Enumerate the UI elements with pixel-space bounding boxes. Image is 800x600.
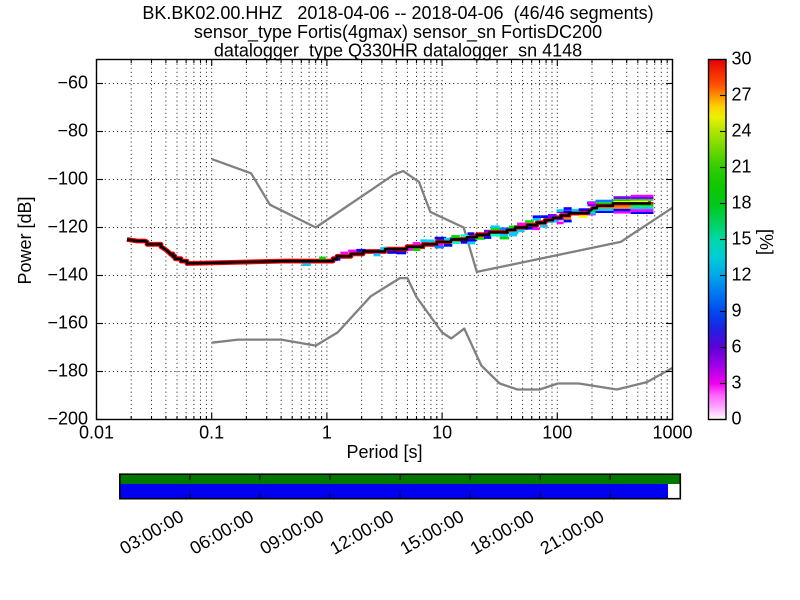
svg-text:−180: −180	[47, 361, 88, 381]
svg-text:0.01: 0.01	[79, 423, 114, 443]
svg-text:−200: −200	[47, 409, 88, 429]
svg-text:−160: −160	[47, 313, 88, 333]
svg-text:[%]: [%]	[756, 229, 776, 255]
svg-text:6: 6	[732, 337, 742, 357]
svg-text:BK.BK02.00.HHZ 2018-04-06 --: BK.BK02.00.HHZ 2018-04-06 -- 2018-04-06 …	[142, 3, 653, 23]
svg-text:100: 100	[542, 423, 572, 443]
svg-text:3: 3	[732, 373, 742, 393]
svg-text:−140: −140	[47, 265, 88, 285]
svg-text:sensor_type Fortis(4gmax) sens: sensor_type Fortis(4gmax) sensor_sn Fort…	[194, 22, 602, 43]
svg-text:0.1: 0.1	[199, 423, 224, 443]
svg-text:Power [dB]: Power [dB]	[15, 196, 35, 284]
svg-text:9: 9	[732, 301, 742, 321]
svg-text:datalogger_type Q330HR datalog: datalogger_type Q330HR datalogger_sn 414…	[214, 41, 582, 62]
svg-text:12: 12	[732, 265, 752, 285]
svg-text:10: 10	[432, 423, 452, 443]
svg-text:−120: −120	[47, 217, 88, 237]
svg-text:18: 18	[732, 193, 752, 213]
svg-text:−100: −100	[47, 169, 88, 189]
svg-text:21: 21	[732, 157, 752, 177]
svg-text:−60: −60	[57, 73, 88, 93]
svg-text:1000: 1000	[652, 423, 692, 443]
svg-text:Period [s]: Period [s]	[346, 442, 422, 462]
svg-text:0: 0	[732, 409, 742, 429]
svg-text:−80: −80	[57, 121, 88, 141]
svg-text:24: 24	[732, 121, 752, 141]
svg-text:27: 27	[732, 85, 752, 105]
svg-text:15: 15	[732, 229, 752, 249]
svg-text:1: 1	[322, 423, 332, 443]
svg-text:30: 30	[732, 49, 752, 69]
